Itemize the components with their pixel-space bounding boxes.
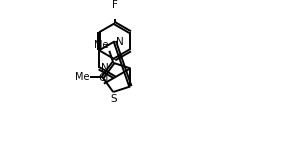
Text: Me: Me — [75, 72, 89, 82]
Text: Me: Me — [94, 40, 109, 50]
Text: Cl: Cl — [99, 73, 109, 83]
Text: N: N — [116, 37, 124, 47]
Text: N: N — [101, 63, 108, 73]
Text: F: F — [112, 0, 118, 10]
Text: S: S — [110, 94, 116, 104]
